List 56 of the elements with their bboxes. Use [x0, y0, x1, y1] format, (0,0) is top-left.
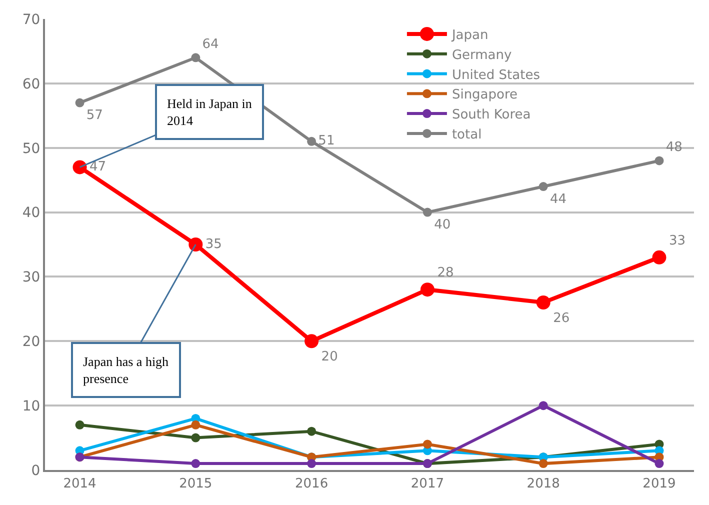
y-tick-label: 50 — [22, 140, 40, 157]
x-tick-label: 2017 — [410, 476, 444, 492]
point — [191, 420, 200, 430]
y-tick-label: 0 — [31, 462, 40, 479]
legend-label: Japan — [450, 28, 488, 44]
y-tick-label: 70 — [22, 12, 40, 28]
point — [422, 208, 432, 217]
point — [75, 98, 84, 108]
point — [538, 459, 548, 468]
data-label: 47 — [90, 159, 106, 174]
y-tick-label: 20 — [22, 334, 40, 350]
data-label: 28 — [437, 266, 454, 281]
data-label: 57 — [86, 108, 103, 124]
point — [191, 433, 200, 442]
point — [654, 459, 664, 468]
point — [420, 282, 434, 297]
x-tick-label: 2014 — [63, 476, 96, 492]
data-label: 44 — [550, 192, 567, 207]
y-tick-label: 60 — [22, 76, 40, 92]
x-tick-label: 2019 — [642, 476, 676, 492]
point — [72, 160, 87, 174]
data-label: 20 — [321, 350, 338, 365]
legend-label: South Korea — [452, 108, 531, 123]
point — [654, 156, 664, 166]
annotation: Held in Japan in 2014 — [167, 96, 252, 128]
point — [75, 420, 84, 430]
point — [307, 426, 316, 436]
y-tick-label: 10 — [22, 398, 40, 414]
point — [422, 440, 432, 449]
point — [191, 459, 200, 468]
legend-label: United States — [452, 68, 540, 83]
x-tick-label: 2015 — [179, 476, 212, 492]
x-tick-label: 2016 — [295, 476, 328, 492]
legend-label: total — [452, 128, 482, 143]
point — [307, 136, 316, 146]
y-tick-label: 40 — [22, 205, 40, 222]
data-label: 51 — [318, 134, 335, 149]
legend-label: Germany — [452, 48, 512, 63]
point — [188, 238, 203, 252]
data-label: 33 — [668, 233, 686, 248]
point — [307, 459, 316, 468]
data-label: 35 — [205, 236, 222, 252]
point — [538, 401, 548, 410]
data-label: 64 — [202, 36, 219, 52]
legend-label: Singapore — [452, 88, 518, 103]
data-label: 26 — [553, 310, 570, 326]
annotation: Japan has a high presence — [83, 354, 170, 386]
x-tick-label: 2018 — [526, 476, 560, 492]
point — [538, 182, 548, 192]
point — [652, 250, 666, 264]
point — [304, 334, 319, 348]
data-label: 48 — [666, 140, 682, 155]
point — [191, 53, 200, 62]
point — [536, 295, 550, 310]
data-label: 40 — [434, 218, 451, 233]
y-tick-label: 30 — [22, 270, 40, 286]
